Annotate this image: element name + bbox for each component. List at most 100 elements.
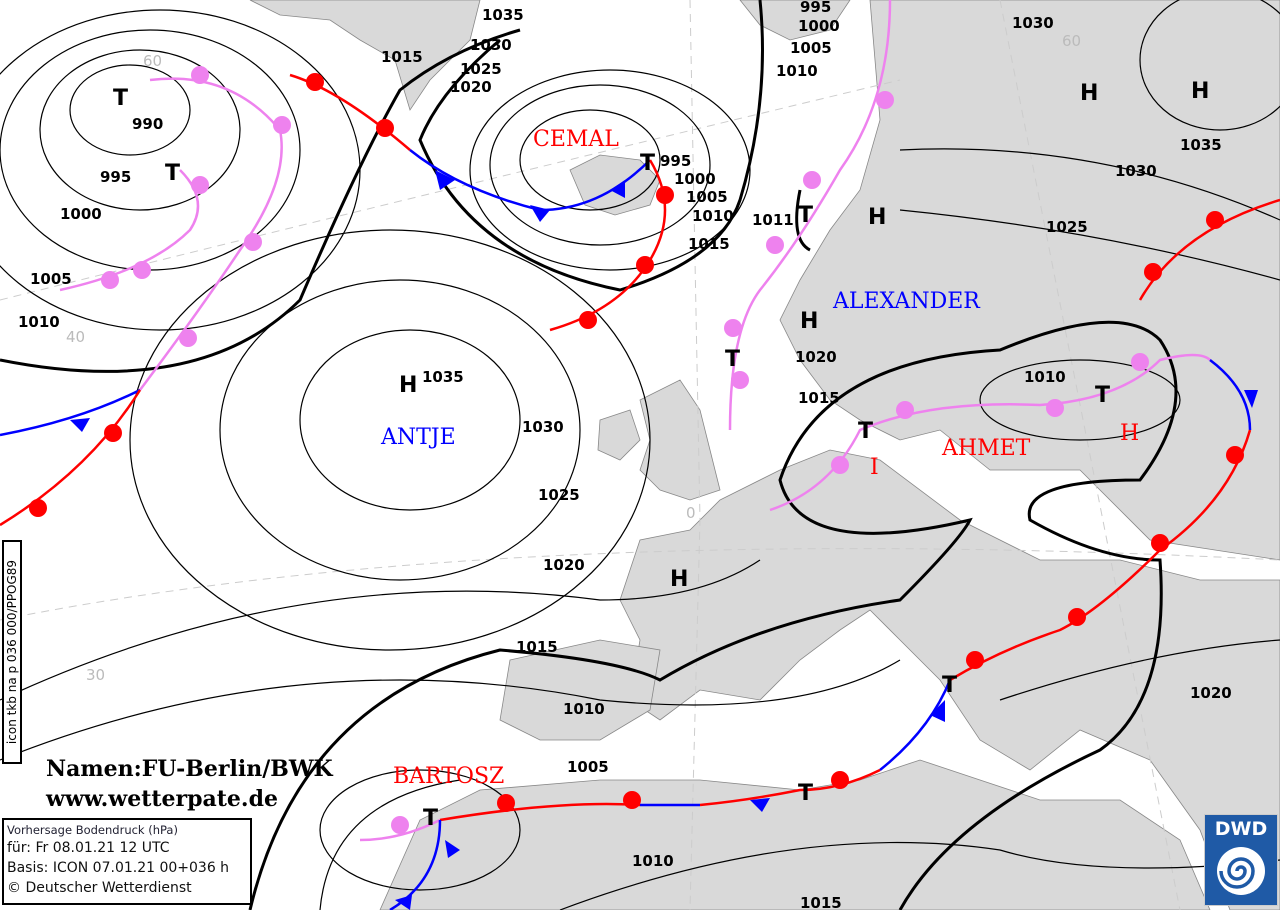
system-names: CEMAL ALEXANDER ANTJE AHMET BARTOSZ — [380, 127, 1031, 789]
low-marker: T — [942, 673, 957, 698]
warm-front — [439, 802, 641, 822]
isobar-label: 1000 — [60, 205, 102, 223]
system-name-bartosz: BARTOSZ — [393, 764, 504, 789]
high-marker: H — [868, 205, 886, 230]
occluded-front — [728, 0, 892, 431]
isobar-label: 1020 — [795, 348, 837, 366]
high-marker: H — [1080, 81, 1098, 106]
cold-front — [879, 679, 952, 771]
warm-front — [0, 389, 142, 527]
occluded-front — [59, 169, 200, 292]
isobar-label: 1010 — [1024, 368, 1066, 386]
africa — [379, 759, 1211, 910]
dwd-logo: DWD — [1204, 814, 1278, 906]
low-marker: T — [640, 151, 655, 176]
product-code: icon tkb na p 036 000/PPOG89 — [5, 559, 19, 745]
dwd-swirl-icon — [1217, 847, 1265, 895]
isobar-label: 1011 — [752, 211, 794, 229]
cold-front — [0, 388, 141, 437]
iberia — [499, 639, 661, 741]
isobar-label: 1005 — [686, 188, 728, 206]
isobar-label: 1035 — [1180, 136, 1222, 154]
isobar-label: 1020 — [450, 78, 492, 96]
grid-label: 60 — [143, 52, 162, 70]
isobar-label: 1000 — [674, 170, 716, 188]
ireland — [597, 409, 641, 461]
warm-front — [699, 768, 881, 807]
grid-label: 30 — [86, 666, 105, 684]
occluded-front — [138, 77, 283, 391]
isobar-label: 1005 — [30, 270, 72, 288]
front-markers — [29, 66, 1258, 910]
secondary-marker: I — [870, 455, 879, 480]
greenland — [249, 0, 481, 111]
dwd-logo-text: DWD — [1205, 815, 1277, 840]
forecast-info-box: Vorhersage Bodendruck (hPa) für: Fr 08.0… — [2, 818, 252, 905]
system-name-cemal: CEMAL — [533, 127, 619, 152]
isobar-label: 1000 — [798, 17, 840, 35]
high-marker: H — [399, 373, 417, 398]
pressure-centers: T T T T T T T T T T H H H H H H H I — [113, 79, 1209, 831]
isobar-label: 1035 — [482, 6, 524, 24]
isobar-label: 1025 — [538, 486, 580, 504]
isobar-label: 1010 — [563, 700, 605, 718]
product-code-box: icon tkb na p 036 000/PPOG89 — [2, 540, 22, 764]
isobar-label: 1015 — [516, 638, 558, 656]
grid-label: 0 — [686, 504, 696, 522]
info-copyright: © Deutscher Wetterdienst — [7, 880, 192, 896]
low-marker: T — [798, 203, 813, 228]
info-title: Vorhersage Bodendruck (hPa) — [7, 823, 178, 837]
isobar-label: 1005 — [790, 39, 832, 57]
isobar-label: 1030 — [1012, 14, 1054, 32]
isobar-label: 1025 — [460, 60, 502, 78]
isobar-label: 1015 — [381, 48, 423, 66]
isobar-label: 1015 — [800, 894, 842, 910]
grid-label: 60 — [1062, 32, 1081, 50]
credits-names: Namen:FU-Berlin/BWK — [46, 756, 333, 782]
high-marker: H — [670, 567, 688, 592]
cold-front — [1209, 359, 1252, 431]
isobar-label: 1010 — [692, 207, 734, 225]
low-marker: T — [423, 806, 438, 831]
high-marker: H — [800, 309, 818, 334]
isobar-label: 990 — [132, 115, 163, 133]
isobar-label: 1035 — [422, 368, 464, 386]
isobar-label: 1010 — [18, 313, 60, 331]
isobar-label: 995 — [660, 152, 691, 170]
occluded-front — [359, 818, 441, 842]
isobar-label: 1030 — [522, 418, 564, 436]
system-name-alexander: ALEXANDER — [832, 289, 981, 314]
system-name-antje: ANTJE — [380, 425, 456, 450]
low-marker: T — [113, 86, 128, 111]
scandinavia-russia — [779, 0, 1280, 561]
isobar-label: 1030 — [470, 36, 512, 54]
low-marker: T — [725, 347, 740, 372]
secondary-high-marker: H — [1120, 421, 1139, 446]
isobar-label: 995 — [800, 0, 831, 16]
system-name-ahmet: AHMET — [941, 436, 1031, 461]
grid-label: 40 — [66, 328, 85, 346]
svalbard-nz — [739, 0, 851, 41]
low-marker: T — [798, 781, 813, 806]
bold-isobars — [0, 0, 1178, 910]
british-isles — [639, 379, 721, 501]
graticule-labels: 60 40 30 0 60 — [66, 32, 1081, 684]
isobar-labels: 1035 1030 1025 1020 1015 995 1000 1005 1… — [18, 0, 1232, 910]
low-marker: T — [1095, 383, 1110, 408]
low-marker: T — [858, 419, 873, 444]
isobar-label: 1010 — [776, 62, 818, 80]
low-marker: T — [165, 161, 180, 186]
high-marker: H — [1191, 79, 1209, 104]
info-basis: Basis: ICON 07.01.21 00+036 h — [7, 860, 230, 876]
isobar-label: 1010 — [632, 852, 674, 870]
info-valid-time: für: Fr 08.01.21 12 UTC — [7, 840, 170, 856]
isobar-label: 1020 — [543, 556, 585, 574]
isobar-label: 1020 — [1190, 684, 1232, 702]
isobar-label: 1025 — [1046, 218, 1088, 236]
warm-front — [1138, 198, 1280, 301]
isobar-label: 995 — [100, 168, 131, 186]
